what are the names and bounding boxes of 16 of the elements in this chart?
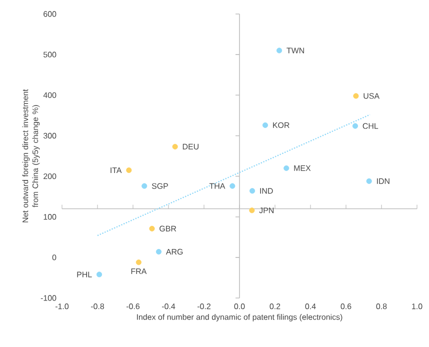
point: [96, 272, 102, 278]
point: [262, 122, 268, 128]
point: [276, 48, 282, 54]
point: [353, 93, 359, 99]
point: [284, 165, 290, 171]
point: [126, 167, 132, 173]
point: [230, 183, 236, 189]
point: [352, 123, 358, 129]
point: [249, 208, 255, 214]
point: [156, 248, 162, 255]
point: [136, 260, 142, 266]
point: [249, 188, 256, 194]
point: [172, 144, 178, 150]
point: [366, 178, 372, 184]
point: [149, 226, 155, 232]
point: [142, 183, 148, 189]
